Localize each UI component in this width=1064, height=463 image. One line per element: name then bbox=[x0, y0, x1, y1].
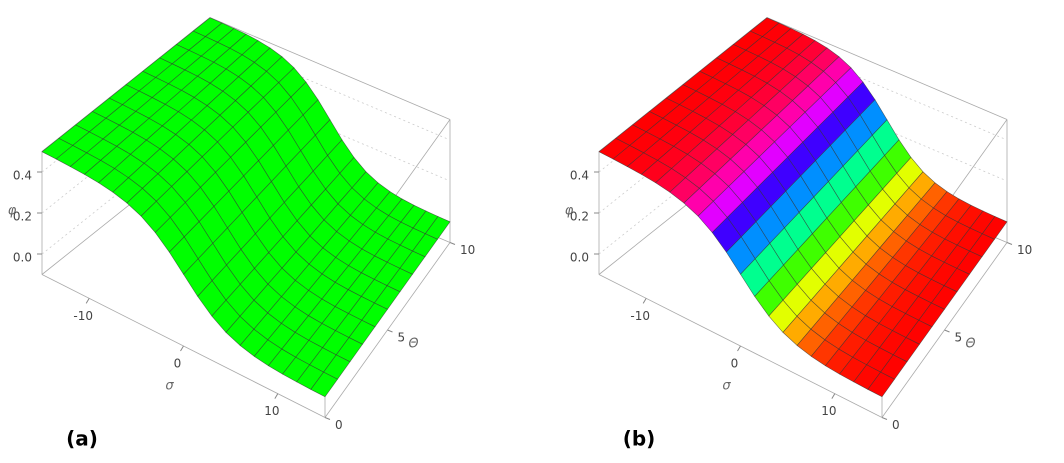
y-axis-label: Θ bbox=[408, 337, 418, 352]
z-tick-label: 0.2 bbox=[13, 210, 32, 224]
panel-label: (b) bbox=[623, 427, 656, 451]
y-tick-label: 5 bbox=[955, 331, 963, 345]
y-tick-label: 10 bbox=[1017, 243, 1032, 257]
y-tick-label: 0 bbox=[335, 418, 343, 432]
x-tick-label: 10 bbox=[821, 404, 836, 418]
y-tick-label: 5 bbox=[398, 331, 406, 345]
y-axis-label: Θ bbox=[965, 337, 975, 352]
x-tick bbox=[831, 393, 836, 399]
x-tick bbox=[737, 345, 741, 352]
z-axis-label: φ bbox=[8, 204, 17, 219]
x-tick-label: -10 bbox=[630, 309, 650, 323]
y-tick bbox=[881, 417, 888, 420]
y-tick-label: 0 bbox=[892, 418, 900, 432]
box-edge bbox=[209, 17, 451, 120]
y-tick bbox=[449, 242, 456, 245]
x-axis-label: σ bbox=[165, 379, 174, 394]
x-tick-label: 0 bbox=[731, 357, 739, 371]
x-axis-label: σ bbox=[722, 379, 731, 394]
y-tick bbox=[1006, 242, 1013, 245]
z-tick-label: 0.4 bbox=[570, 169, 589, 183]
x-tick bbox=[85, 298, 90, 304]
x-tick bbox=[274, 393, 279, 399]
z-tick-label: 0.0 bbox=[13, 251, 32, 265]
x-tick bbox=[180, 345, 184, 352]
panel-label: (a) bbox=[66, 427, 98, 451]
z-tick-label: 0.4 bbox=[13, 169, 32, 183]
y-tick-label: 10 bbox=[460, 243, 475, 257]
z-axis-label: φ bbox=[565, 204, 574, 219]
x-tick bbox=[642, 298, 647, 304]
surface-panel: 0.0 0.2 0.4 -10 0 10 0 5 10 σ Θφ (a) bbox=[8, 17, 475, 451]
x-tick-label: -10 bbox=[73, 309, 93, 323]
box-edge bbox=[766, 17, 1008, 120]
surface-cell bbox=[310, 371, 338, 398]
wall-grid bbox=[41, 119, 451, 255]
surface-panel: 0.0 0.2 0.4 -10 0 10 0 5 10 σ Θφ (b) bbox=[565, 17, 1032, 451]
z-tick-label: 0.2 bbox=[570, 210, 589, 224]
z-tick-label: 0.0 bbox=[570, 251, 589, 265]
y-tick bbox=[324, 417, 331, 420]
x-tick-label: 10 bbox=[264, 404, 279, 418]
x-tick-label: 0 bbox=[174, 357, 182, 371]
y-tick bbox=[387, 329, 393, 333]
surface-cell bbox=[867, 371, 895, 398]
wall-grid bbox=[598, 119, 1008, 255]
y-tick bbox=[944, 329, 950, 333]
